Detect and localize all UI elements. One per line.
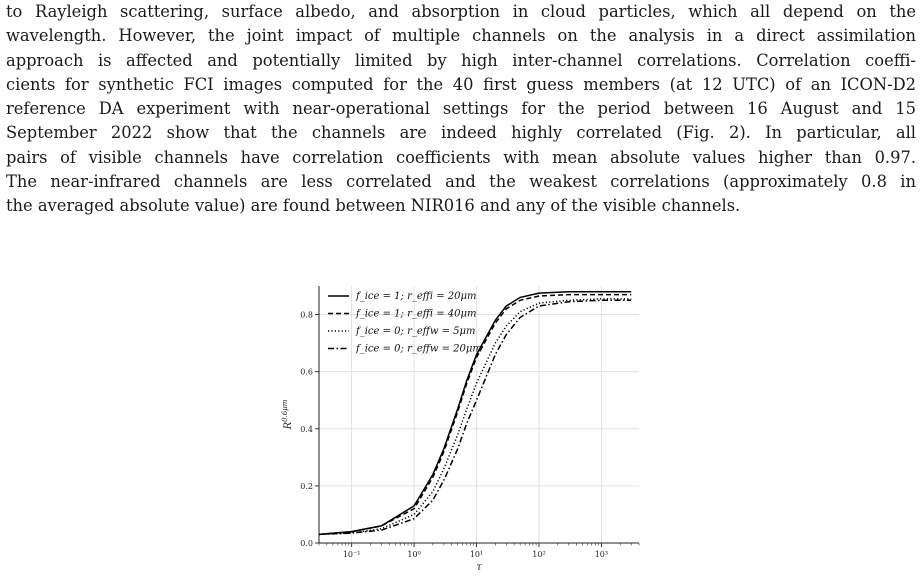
body-paragraph: to Rayleigh scattering, surface albedo, … xyxy=(6,0,916,219)
paragraph-line: the averaged absolute value) are found b… xyxy=(6,196,741,216)
paragraph-line: cients for synthetic FCI images computed… xyxy=(6,74,916,94)
x-tick-label: 10³ xyxy=(595,550,608,559)
series-line xyxy=(318,293,632,536)
legend-label: f_ice = 1; r_effi = 40μm xyxy=(355,309,477,320)
paragraph-line: to Rayleigh scattering, surface albedo, … xyxy=(6,2,916,21)
paragraph-line: September 2022 show that the channels ar… xyxy=(6,123,916,143)
x-tick-label: 10⁰ xyxy=(407,550,420,559)
x-tick-label: 10¹ xyxy=(470,550,483,559)
paragraph-line: reference DA experiment with near-operat… xyxy=(6,99,916,119)
y-axis-label: R0.6μm xyxy=(281,399,294,430)
paragraph-line: The near-infrared channels are less corr… xyxy=(6,172,916,192)
legend: f_ice = 1; r_effi = 20μm f_ice = 1; r_eff… xyxy=(328,291,482,355)
x-tick-label: 10⁻¹ xyxy=(343,550,361,559)
x-tick-label: 10² xyxy=(532,550,545,559)
line-chart: 10⁻¹ 10⁰ 10¹ 10² 10³ 0.0 0.2 0.4 0.6 0.8 τ R0.6μm f_… xyxy=(281,286,640,573)
paragraph-line: pairs of visible channels have correlati… xyxy=(6,147,916,167)
figure: 10⁻¹ 10⁰ 10¹ 10² 10³ 0.0 0.2 0.4 0.6 0.8 τ R0.6μm f_… xyxy=(270,268,660,583)
legend-label: f_ice = 1; r_effi = 20μm xyxy=(355,291,477,302)
series-line xyxy=(318,299,632,536)
legend-label: f_ice = 0; r_effw = 20μm xyxy=(355,344,482,355)
series-line xyxy=(318,298,632,536)
series-line xyxy=(318,290,632,536)
x-axis-label: τ xyxy=(476,562,482,573)
y-tick-label: 0.4 xyxy=(300,425,313,434)
y-tick-label: 0.8 xyxy=(300,311,313,320)
y-tick-label: 0.0 xyxy=(300,539,313,548)
paragraph-line: approach is affected and potentially lim… xyxy=(6,50,916,70)
legend-label: f_ice = 0; r_effw = 5μm xyxy=(355,326,476,337)
y-tick-label: 0.2 xyxy=(300,482,313,491)
paragraph-line: wavelength. However, the joint impact of… xyxy=(6,26,916,46)
y-tick-label: 0.6 xyxy=(300,368,313,377)
